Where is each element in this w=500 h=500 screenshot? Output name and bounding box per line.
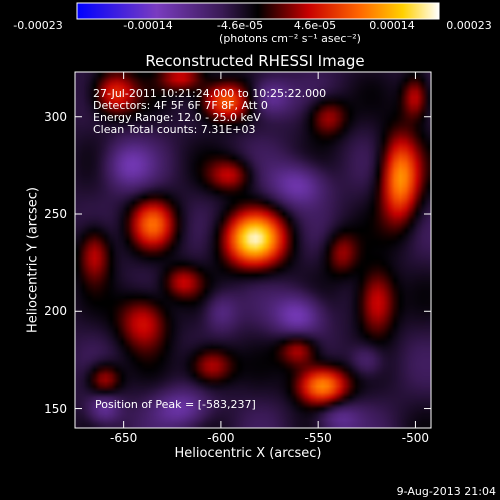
colorbar-gradient — [76, 2, 440, 20]
colorbar-tick-label: -0.00014 — [123, 19, 173, 32]
colorbar-tick-label: 4.6e-05 — [293, 19, 337, 32]
y-tick-label: 300 — [44, 109, 67, 124]
colorbar-tick-label: 0.00023 — [446, 19, 492, 32]
colorbar-tick-label: 0.00014 — [369, 19, 415, 32]
observation-info: 27-Jul-2011 10:21:24.000 to 10:25:22.000… — [93, 88, 326, 136]
y-tick-label: 250 — [44, 207, 67, 221]
y-tick-label: 150 — [44, 401, 67, 416]
y-tick-label: 200 — [44, 304, 67, 319]
chart-title: Reconstructed RHESSI Image — [145, 52, 365, 70]
x-axis-label: Heliocentric X (arcsec) — [174, 446, 322, 461]
info-energy-range: Energy Range: 12.0 - 25.0 keV — [93, 111, 261, 124]
x-tick-label: -500 — [401, 431, 430, 445]
timestamp-footer: 9-Aug-2013 21:04 — [396, 485, 496, 498]
colorbar-units: (photons cm⁻² s⁻¹ asec⁻²) — [219, 32, 361, 45]
colorbar — [76, 2, 440, 20]
info-detectors: Detectors: 4F 5F 6F 7F 8F, Att 0 — [93, 99, 268, 112]
peak-position-label: Position of Peak = [-583,237] — [95, 398, 256, 411]
x-tick-label: -650 — [110, 431, 138, 445]
x-tick-label: -550 — [304, 431, 332, 445]
y-axis-label: Heliocentric Y (arcsec) — [25, 187, 41, 333]
colorbar-tick-label: -4.6e-05 — [216, 19, 264, 32]
x-tick-label: -600 — [207, 431, 235, 445]
info-time-range: 27-Jul-2011 10:21:24.000 to 10:25:22.000 — [93, 87, 327, 100]
info-total-counts: Clean Total counts: 7.31E+03 — [93, 123, 256, 136]
colorbar-tick-label: -0.00023 — [13, 19, 63, 32]
